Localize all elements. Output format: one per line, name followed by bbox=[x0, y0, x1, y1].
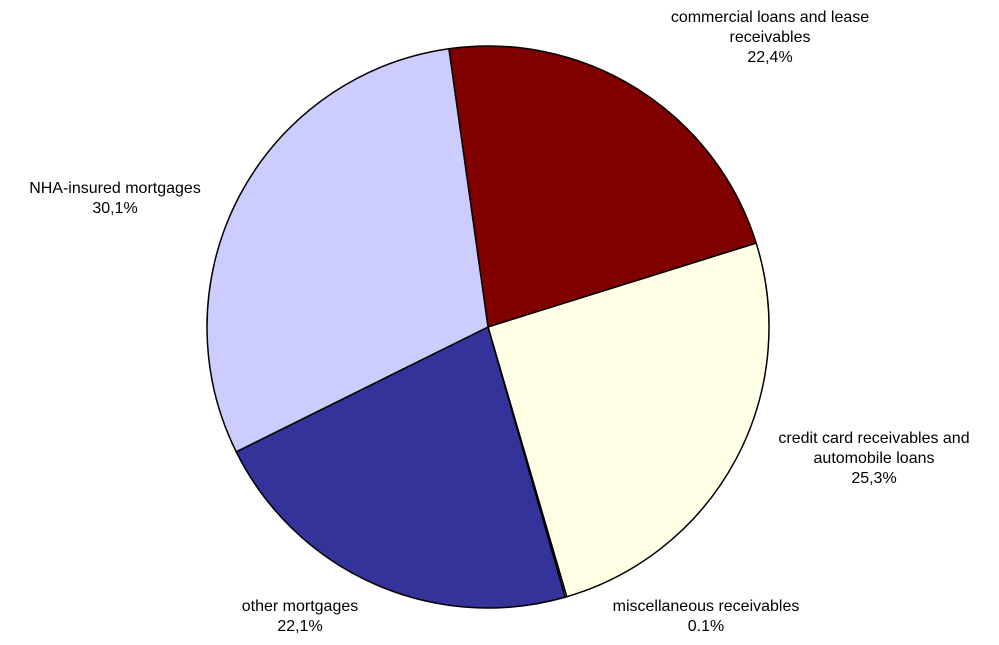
pie-labels: commercial loans and lease receivables 22,… bbox=[29, 9, 969, 635]
pie-slices bbox=[206, 45, 770, 609]
slice-value-label: 22,1% bbox=[277, 618, 322, 635]
slice-name-label: miscellaneous receivables bbox=[613, 598, 800, 615]
slice-label: NHA-insured mortgages 30,1% bbox=[29, 180, 201, 217]
pie-slice-credit-card-receivables-and-automobile-loans bbox=[487, 242, 770, 598]
slice-name-label: automobile loans bbox=[814, 450, 935, 467]
slice-value-label: 22,4% bbox=[747, 49, 792, 66]
slice-value-label: 0.1% bbox=[688, 618, 724, 635]
pie-slice-commercial-loans-and-lease-receivables bbox=[448, 45, 758, 328]
slice-name-label: commercial loans and lease bbox=[671, 9, 869, 26]
slice-value-label: 25,3% bbox=[851, 470, 896, 487]
slice-name-label: NHA-insured mortgages bbox=[29, 180, 201, 197]
slice-label: miscellaneous receivables 0.1% bbox=[613, 598, 800, 635]
slice-name-label: other mortgages bbox=[242, 598, 359, 615]
slice-label: credit card receivables and automobile lo… bbox=[778, 430, 969, 487]
slice-value-label: 30,1% bbox=[92, 200, 137, 217]
pie-slice-other-mortgages bbox=[235, 325, 567, 609]
pie-slice-nha-insured-mortgages bbox=[206, 47, 489, 453]
slice-name-label: credit card receivables and bbox=[778, 430, 969, 447]
slice-name-label: receivables bbox=[730, 29, 811, 46]
slice-label: commercial loans and lease receivables 22,… bbox=[671, 9, 869, 66]
slice-label: other mortgages 22,1% bbox=[242, 598, 359, 635]
